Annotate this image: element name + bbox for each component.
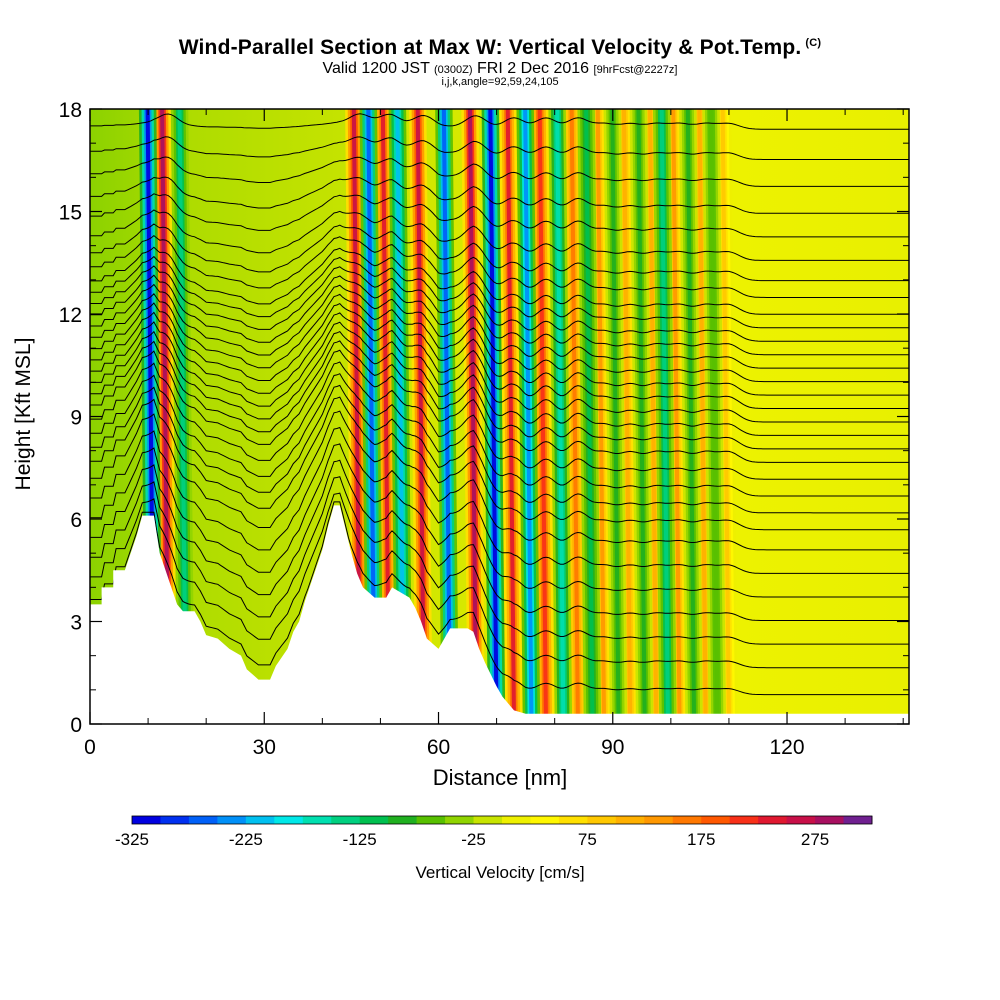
x-tick-label: 60 — [427, 736, 450, 759]
colorbar-tick-label: 175 — [687, 830, 715, 849]
y-tick-label: 0 — [70, 714, 82, 737]
colorbar-swatch — [160, 816, 189, 824]
colorbar-label: Vertical Velocity [cm/s] — [0, 863, 1000, 883]
y-tick-label: 18 — [59, 99, 82, 122]
colorbar-swatch — [844, 816, 873, 824]
colorbar-swatch — [445, 816, 474, 824]
colorbar-swatch — [616, 816, 645, 824]
x-tick-label: 120 — [769, 736, 804, 759]
colorbar-swatch — [417, 816, 446, 824]
y-tick-label: 12 — [59, 304, 82, 327]
colorbar-swatch — [587, 816, 616, 824]
colorbar-tick-label: -25 — [461, 830, 486, 849]
colorbar-swatch — [331, 816, 360, 824]
y-tick-label: 6 — [70, 509, 82, 532]
colorbar-swatch — [673, 816, 702, 824]
colorbar-swatch — [815, 816, 844, 824]
colorbar-tick-label: 275 — [801, 830, 829, 849]
colorbar-swatch — [360, 816, 389, 824]
y-axis-label: Height [Kft MSL] — [12, 334, 36, 494]
colorbar-swatch — [530, 816, 559, 824]
colorbar-swatch — [644, 816, 673, 824]
colorbar-swatch — [388, 816, 417, 824]
colorbar-swatch — [217, 816, 246, 824]
cross-section-chart: 0 30 60 90 120 0 3 6 9 12 15 18 -325 -225 -125 -25 75 17… — [0, 0, 1000, 1000]
colorbar-tick-label: 75 — [578, 830, 597, 849]
x-tick-label: 90 — [601, 736, 624, 759]
colorbar-swatch — [132, 816, 161, 824]
colorbar-swatch — [758, 816, 787, 824]
y-tick-label: 9 — [70, 407, 82, 430]
colorbar-swatch — [303, 816, 332, 824]
colorbar: -325 -225 -125 -25 75 175 275 — [115, 816, 873, 849]
y-tick-label: 15 — [59, 202, 82, 225]
x-tick-label: 0 — [84, 736, 96, 759]
colorbar-tick-label: -125 — [343, 830, 377, 849]
colorbar-swatch — [502, 816, 531, 824]
x-axis-label: Distance [nm] — [0, 765, 1000, 791]
x-tick-label: 30 — [253, 736, 276, 759]
colorbar-swatch — [701, 816, 730, 824]
colorbar-swatch — [787, 816, 816, 824]
colorbar-swatch — [730, 816, 759, 824]
colorbar-tick-label: -225 — [229, 830, 263, 849]
colorbar-swatch — [274, 816, 303, 824]
colorbar-swatch — [246, 816, 275, 824]
colorbar-tick-label: -325 — [115, 830, 149, 849]
colorbar-swatch — [559, 816, 588, 824]
colorbar-swatch — [474, 816, 503, 824]
y-tick-label: 3 — [70, 612, 82, 635]
colorbar-swatch — [189, 816, 218, 824]
